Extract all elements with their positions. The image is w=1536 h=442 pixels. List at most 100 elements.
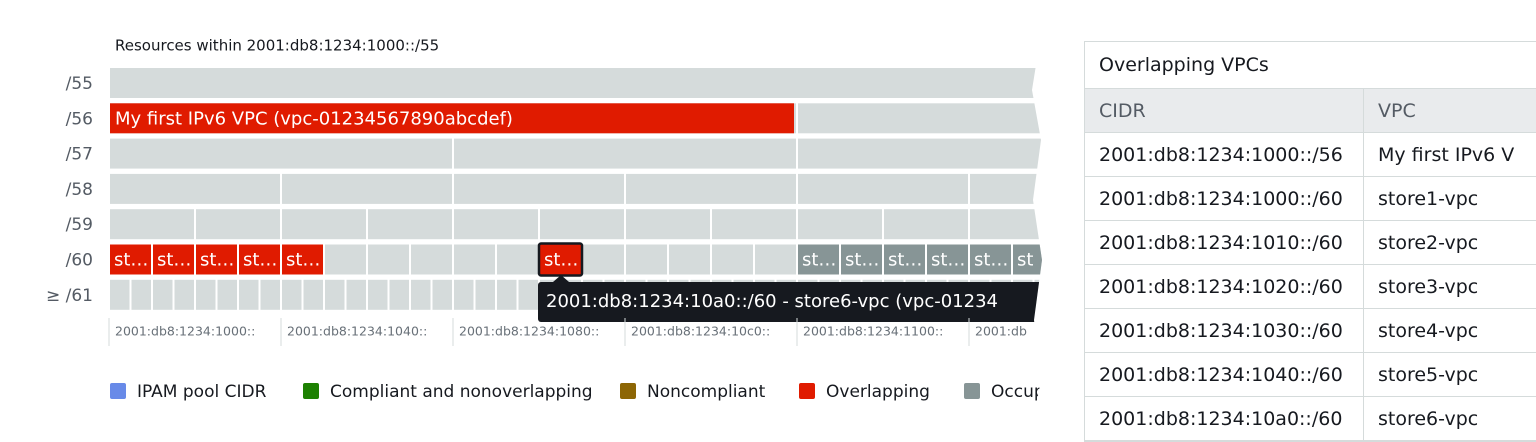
cidr-block	[260, 279, 280, 310]
table-cell: 2001:db8:1234:10a0::/60	[1085, 397, 1364, 440]
table-cell: store4-vpc	[1378, 319, 1479, 342]
cidr-block	[411, 279, 431, 310]
cidr-chart: Resources within 2001:db8:1234:1000::/55…	[46, 37, 1045, 402]
cidr-block	[798, 103, 1042, 134]
overlap-cell	[196, 244, 237, 275]
overlapping-table: Overlapping VPCs CIDR VPC 2001:db8:1234:…	[1084, 41, 1536, 442]
row-label: /60	[66, 251, 93, 271]
cidr-block	[217, 279, 237, 310]
axis-label: 2001:db8:1234:1000::	[115, 324, 255, 339]
table-cell: store6-vpc	[1378, 407, 1479, 430]
axis-label: 2001:db8:1234:10c0::	[631, 324, 770, 339]
row-label: /55	[66, 74, 93, 94]
chart-title: Resources within 2001:db8:1234:1000::/55	[115, 37, 439, 55]
occupied-cell-label: st…	[888, 250, 922, 271]
header-cell: CIDR	[1085, 89, 1364, 132]
selected-cell	[540, 244, 581, 275]
cidr-block	[153, 279, 173, 310]
cidr-block	[970, 173, 1042, 204]
tooltip-text: 2001:db8:1234:10a0::/60 - store6-vpc (vp…	[546, 291, 998, 312]
axis-label: 2001:db8:1234:1080::	[459, 324, 599, 339]
cidr-block	[389, 279, 409, 310]
occupied-cell	[970, 244, 1011, 275]
cidr-block	[325, 279, 345, 310]
row-label: /57	[66, 145, 93, 165]
table-cell: 2001:db8:1234:1030::/60	[1085, 309, 1364, 352]
vpc-label: My first IPv6 VPC (vpc-01234567890abcdef…	[115, 108, 513, 129]
cidr-block	[884, 209, 968, 240]
table-cell: store5-vpc	[1378, 363, 1479, 386]
cidr-block	[110, 279, 130, 310]
legend-swatch	[303, 383, 319, 399]
legend-label: Occup	[991, 382, 1045, 402]
occupied-cell	[798, 244, 839, 275]
table-row: 2001:db8:1234:1020::/60 store3-vpc	[1085, 265, 1536, 309]
row-label: ≥ /61	[46, 286, 93, 306]
cidr-block	[798, 173, 968, 204]
table-row: 2001:db8:1234:1010::/60 store2-vpc	[1085, 221, 1536, 265]
cidr-block	[454, 173, 624, 204]
cidr-block	[454, 244, 495, 275]
cidr-block	[196, 209, 280, 240]
row-label: /58	[66, 180, 93, 200]
table-cell: store2-vpc	[1378, 231, 1479, 254]
overlap-cell	[153, 244, 194, 275]
table-cell: My first IPv6 V	[1378, 143, 1515, 166]
selected-cell-label: st…	[544, 250, 578, 271]
occupied-cell	[1013, 244, 1042, 275]
vpc-block	[110, 103, 794, 134]
axis-label: 2001:db8:1234:1100::	[803, 324, 943, 339]
axis-label: 2001:db	[975, 324, 1027, 339]
table-row: 2001:db8:1234:1000::/56 My first IPv6 V	[1085, 133, 1536, 177]
legend-swatch	[799, 383, 815, 399]
tooltip	[538, 282, 1042, 322]
cidr-block	[626, 209, 710, 240]
overlap-cell-label: st…	[114, 250, 148, 271]
cidr-block	[368, 209, 452, 240]
table-cell: store1-vpc	[1378, 187, 1479, 210]
cidr-block	[626, 244, 667, 275]
row-label: /56	[66, 109, 93, 129]
legend-label: Overlapping	[826, 382, 930, 402]
occupied-cell	[927, 244, 968, 275]
cidr-block	[110, 173, 280, 204]
cidr-block	[798, 138, 1042, 169]
table-row: 2001:db8:1234:1000::/60 store1-vpc	[1085, 177, 1536, 221]
cidr-block	[196, 279, 216, 310]
occupied-cell	[841, 244, 882, 275]
cidr-block	[583, 244, 624, 275]
legend-label: Noncompliant	[647, 382, 766, 402]
table-row: 2001:db8:1234:1030::/60 store4-vpc	[1085, 309, 1536, 353]
table-title: Overlapping VPCs	[1085, 42, 1536, 89]
cidr-block	[755, 244, 796, 275]
cidr-block	[131, 279, 151, 310]
overlap-cell	[282, 244, 323, 275]
header-cell: VPC	[1378, 99, 1416, 122]
cidr-block	[798, 209, 882, 240]
cidr-block	[282, 173, 452, 204]
overlap-cell	[110, 244, 151, 275]
occupied-cell-label: st…	[931, 250, 965, 271]
cidr-block	[282, 209, 366, 240]
cidr-block	[712, 209, 796, 240]
occupied-cell	[884, 244, 925, 275]
cidr-block	[432, 279, 452, 310]
cidr-block	[174, 279, 194, 310]
overlap-cell	[239, 244, 280, 275]
occupied-cell-label: st…	[974, 250, 1008, 271]
axis-label: 2001:db8:1234:1040::	[287, 324, 427, 339]
overlap-cell-label: st…	[286, 250, 320, 271]
cidr-block	[712, 244, 753, 275]
tooltip-arrow	[553, 275, 569, 282]
cidr-block	[970, 209, 1042, 240]
cidr-block	[110, 68, 1042, 98]
cidr-block	[454, 279, 474, 310]
table-header: CIDR VPC	[1085, 89, 1536, 133]
cidr-block	[497, 279, 517, 310]
cidr-block	[518, 279, 538, 310]
row-label: /59	[66, 215, 93, 235]
table-cell: 2001:db8:1234:1040::/60	[1085, 353, 1364, 396]
table-row: 2001:db8:1234:10a0::/60 store6-vpc	[1085, 397, 1536, 441]
table-cell: 2001:db8:1234:1000::/56	[1085, 133, 1364, 176]
